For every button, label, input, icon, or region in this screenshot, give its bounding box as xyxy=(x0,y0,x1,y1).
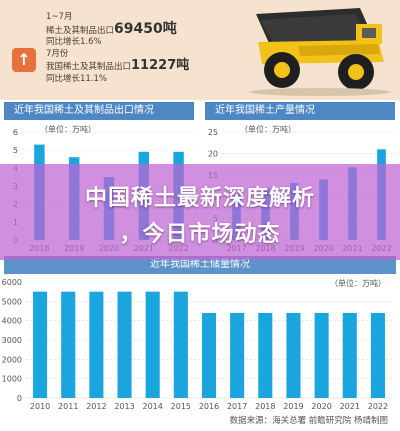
chart1-title: 近年我国稀土及其制品出口情况 xyxy=(4,102,194,120)
month-label: 7月份 xyxy=(46,48,69,59)
mining-truck-icon xyxy=(250,8,390,96)
y-tick-label: 25 xyxy=(208,128,218,137)
x-tick-label: 2014 xyxy=(143,402,163,411)
chart2-title: 近年我国稀土产量情况 xyxy=(205,102,395,120)
chart1-unit: （单位：万吨） xyxy=(40,125,96,134)
period-label: 1~7月 xyxy=(46,12,73,22)
source-note: 数据来源：海关总署 前瞻研究院 杨靖制图 xyxy=(229,416,388,426)
july-export-value: 11227吨 xyxy=(131,58,190,73)
july-export-row: 我国稀土及其制品出口11227吨 xyxy=(46,58,190,74)
bar xyxy=(286,312,301,398)
x-tick-label: 2017 xyxy=(227,402,247,411)
chart2-unit: （单位：万吨） xyxy=(240,125,296,134)
x-tick-label: 2016 xyxy=(199,402,219,411)
x-tick-label: 2010 xyxy=(30,402,50,411)
x-tick-label: 2021 xyxy=(340,402,360,411)
y-tick-label: 3000 xyxy=(2,336,22,345)
y-tick-label: 6 xyxy=(13,128,18,137)
bar xyxy=(314,312,329,398)
x-tick-label: 2020 xyxy=(311,402,331,411)
y-tick-label: 2000 xyxy=(2,355,22,364)
bar xyxy=(370,312,385,398)
y-tick-label: 5 xyxy=(13,146,18,155)
bar xyxy=(173,291,188,398)
bar xyxy=(230,312,245,398)
bar xyxy=(61,291,76,398)
july-export-growth: 同比增长11.1% xyxy=(46,73,108,84)
x-tick-label: 2018 xyxy=(255,402,275,411)
x-tick-label: 2012 xyxy=(86,402,106,411)
growth-arrow-icon: ↑ xyxy=(12,48,36,72)
bar xyxy=(258,312,273,398)
chart3-unit: （单位：万吨） xyxy=(330,279,386,288)
headline-line1: 中国稀土最新深度解析 xyxy=(84,186,315,211)
bar xyxy=(145,291,160,398)
x-tick-label: 2013 xyxy=(114,402,134,411)
chart3-title: 近年我国稀土储量情况 xyxy=(4,256,396,274)
y-tick-label: 5000 xyxy=(2,297,22,306)
headline-overlay xyxy=(0,164,400,260)
x-tick-label: 2015 xyxy=(171,402,191,411)
bar xyxy=(342,312,357,398)
export-total-row: 稀土及其制品出口69450吨 xyxy=(46,20,189,38)
x-tick-label: 2011 xyxy=(58,402,78,411)
export-total-growth: 同比增长1.6% xyxy=(46,37,102,47)
bar xyxy=(89,291,104,398)
y-tick-label: 0 xyxy=(17,394,22,403)
banner-stats: 1~7月 稀土及其制品出口69450吨 同比增长1.6% 7月份 我国稀土及其制… xyxy=(46,12,189,85)
bar xyxy=(117,291,132,398)
y-tick-label: 6000 xyxy=(2,278,22,287)
y-tick-label: 1000 xyxy=(2,375,22,384)
export-total-label: 稀土及其制品出口 xyxy=(46,25,115,36)
export-total-value: 69450吨 xyxy=(114,20,177,37)
x-tick-label: 2022 xyxy=(368,402,388,411)
headline-line2: ，今日市场动态 xyxy=(119,222,281,247)
bar xyxy=(201,312,217,398)
y-tick-label: 20 xyxy=(208,150,218,159)
x-tick-label: 2019 xyxy=(283,402,303,411)
bar xyxy=(33,291,48,398)
chart3-reserves: 0 1000 2000 3000 4000 5000 6000 2010 2011 2012 201… xyxy=(2,278,392,411)
july-export-label: 我国稀土及其制品出口 xyxy=(46,62,132,72)
y-tick-label: 4000 xyxy=(2,317,22,326)
